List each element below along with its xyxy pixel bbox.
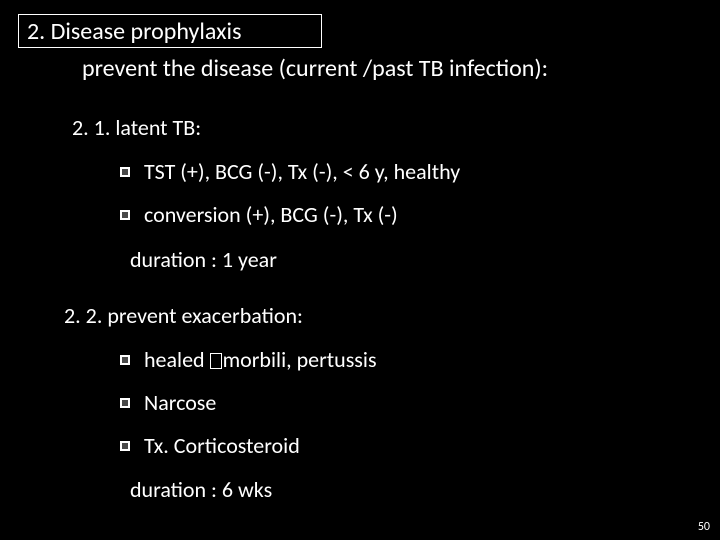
unknown-glyph-icon xyxy=(210,353,222,369)
slide-title: 2. Disease prophylaxis xyxy=(27,17,241,46)
bullet-text: Tx. Corticosteroid xyxy=(144,432,300,459)
bullet-icon xyxy=(120,398,130,408)
bullet-icon xyxy=(120,210,130,220)
section-2-1-bullets: TST (+), BCG (-), Tx (-), < 6 y, healthy… xyxy=(120,158,460,244)
bullet-icon xyxy=(120,355,130,365)
bullet-text: TST (+), BCG (-), Tx (-), < 6 y, healthy xyxy=(144,158,460,185)
list-item: TST (+), BCG (-), Tx (-), < 6 y, healthy xyxy=(120,158,460,185)
list-item: conversion (+), BCG (-), Tx (-) xyxy=(120,201,460,228)
list-item: Narcose xyxy=(120,389,377,416)
title-box: 2. Disease prophylaxis xyxy=(18,14,322,48)
duration-2-text: duration : 6 wks xyxy=(130,476,272,503)
bullet-text-post: morbili, pertussis xyxy=(223,346,377,373)
duration-1-text: duration : 1 year xyxy=(130,246,277,273)
slide-subtitle: prevent the disease (current /past TB in… xyxy=(82,54,548,83)
section-2-2-heading: 2. 2. prevent exacerbation: xyxy=(64,302,303,329)
section-2-2-bullets: healed morbili, pertussis Narcose Tx. Co… xyxy=(120,346,377,475)
page-number: 50 xyxy=(698,520,710,534)
list-item: Tx. Corticosteroid xyxy=(120,432,377,459)
list-item: healed morbili, pertussis xyxy=(120,346,377,373)
bullet-text: conversion (+), BCG (-), Tx (-) xyxy=(144,201,398,228)
bullet-text-pre: healed xyxy=(144,346,210,373)
bullet-text: healed morbili, pertussis xyxy=(144,346,377,373)
bullet-icon xyxy=(120,167,130,177)
slide: 2. Disease prophylaxis prevent the disea… xyxy=(0,0,720,540)
section-2-1-heading: 2. 1. latent TB: xyxy=(72,114,201,141)
bullet-icon xyxy=(120,441,130,451)
bullet-text: Narcose xyxy=(144,389,216,416)
